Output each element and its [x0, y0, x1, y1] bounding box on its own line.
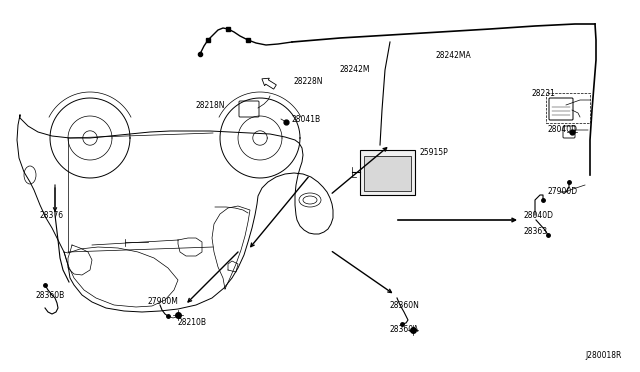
Text: 28242M: 28242M: [340, 65, 371, 74]
Text: 28218N: 28218N: [195, 100, 225, 109]
Text: 28228N: 28228N: [293, 77, 323, 87]
Text: 28210B: 28210B: [178, 318, 207, 327]
Text: J280018R: J280018R: [586, 351, 622, 360]
Text: 28041B: 28041B: [292, 115, 321, 125]
Text: 28040D: 28040D: [547, 125, 577, 135]
FancyBboxPatch shape: [549, 98, 573, 120]
Text: 28231: 28231: [532, 89, 556, 97]
Text: 25915P: 25915P: [420, 148, 449, 157]
Text: 27900M: 27900M: [148, 298, 179, 307]
Text: 28040D: 28040D: [524, 211, 554, 219]
Text: 28242MA: 28242MA: [436, 51, 472, 60]
Text: 28360B: 28360B: [35, 291, 64, 299]
Text: 28360N: 28360N: [390, 301, 420, 310]
Text: 27900D: 27900D: [547, 187, 577, 196]
FancyBboxPatch shape: [563, 126, 575, 138]
Bar: [364, 156, 411, 191]
Text: 28376: 28376: [40, 211, 64, 219]
Bar: [360, 150, 415, 195]
Text: 28363: 28363: [524, 228, 548, 237]
FancyBboxPatch shape: [239, 101, 259, 117]
FancyArrow shape: [262, 78, 276, 89]
Text: 28360A: 28360A: [390, 326, 419, 334]
Bar: [546, 93, 590, 123]
